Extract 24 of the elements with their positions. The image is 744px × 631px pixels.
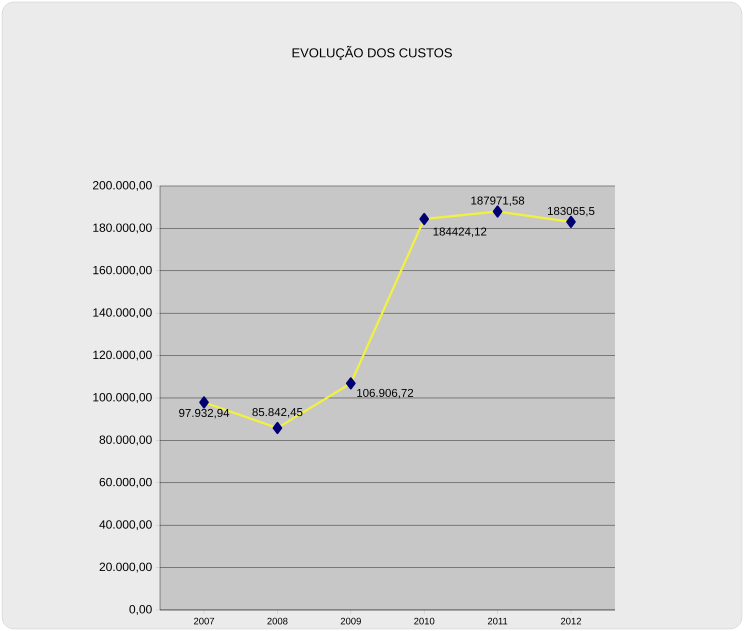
data-label: 85.842,45 (252, 408, 302, 418)
y-tick-label: 100.000,00 (93, 393, 152, 403)
y-tick-label: 0,00 (129, 605, 152, 615)
x-tick-label: 2012 (560, 618, 582, 624)
x-tick-label: 2007 (194, 618, 214, 624)
y-tick-label: 60.000,00 (100, 478, 152, 488)
y-tick-label: 80.000,00 (100, 435, 152, 446)
chart-title: EVOLUÇÃO DOS CUSTOS (292, 46, 452, 60)
y-tick-label: 140.000,00 (93, 308, 152, 318)
y-tick-label: 200.000,00 (92, 181, 152, 191)
data-label: 106.906,72 (357, 388, 414, 398)
y-tick-label: 40.000,00 (99, 520, 152, 530)
x-tick-label: 2009 (340, 618, 361, 624)
data-label: 183065,5 (548, 206, 594, 216)
y-tick-label: 20.000,00 (100, 562, 152, 573)
data-label: 97.932,94 (179, 408, 230, 418)
y-tick-label: 180.000,00 (93, 223, 152, 234)
x-tick-label: 2008 (267, 618, 288, 624)
data-label: 184424,12 (434, 228, 486, 237)
data-label: 187971,58 (471, 196, 524, 206)
y-tick-label: 120.000,00 (93, 350, 152, 361)
x-tick-label: 2010 (414, 618, 434, 624)
x-tick-label: 2011 (488, 618, 508, 624)
y-tick-label: 160.000,00 (93, 266, 152, 276)
